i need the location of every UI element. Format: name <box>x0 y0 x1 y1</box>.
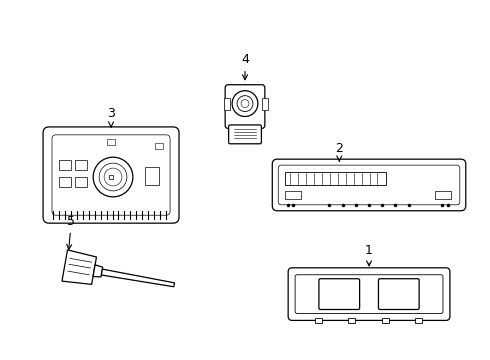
Bar <box>145 167 159 185</box>
Bar <box>285 172 386 185</box>
FancyBboxPatch shape <box>52 135 170 215</box>
Circle shape <box>99 163 127 191</box>
Polygon shape <box>101 269 174 287</box>
FancyBboxPatch shape <box>288 268 450 320</box>
FancyBboxPatch shape <box>295 275 443 314</box>
Circle shape <box>104 168 122 186</box>
FancyBboxPatch shape <box>43 127 179 223</box>
Text: 1: 1 <box>365 244 373 266</box>
Polygon shape <box>62 250 97 284</box>
Circle shape <box>232 91 258 117</box>
Bar <box>382 319 389 323</box>
Text: 5: 5 <box>67 215 75 249</box>
FancyBboxPatch shape <box>225 85 265 129</box>
Bar <box>75 160 87 170</box>
Bar <box>415 319 421 323</box>
Bar <box>348 319 355 323</box>
Bar <box>262 98 268 109</box>
FancyBboxPatch shape <box>278 165 460 205</box>
Bar <box>316 319 322 323</box>
Text: 2: 2 <box>335 142 343 161</box>
Polygon shape <box>93 265 103 277</box>
Circle shape <box>93 157 133 197</box>
Bar <box>59 177 71 187</box>
Bar <box>109 175 113 179</box>
Circle shape <box>237 96 253 112</box>
Bar <box>224 98 230 109</box>
Bar <box>285 191 301 199</box>
Text: 4: 4 <box>241 53 249 80</box>
FancyBboxPatch shape <box>378 279 419 310</box>
FancyBboxPatch shape <box>319 279 360 310</box>
Bar <box>435 191 451 199</box>
Text: 3: 3 <box>107 108 115 127</box>
Bar <box>59 160 71 170</box>
FancyBboxPatch shape <box>272 159 466 211</box>
Bar <box>155 143 163 149</box>
FancyBboxPatch shape <box>229 125 261 144</box>
Bar <box>107 139 115 145</box>
Circle shape <box>241 100 249 108</box>
Bar <box>75 177 87 187</box>
